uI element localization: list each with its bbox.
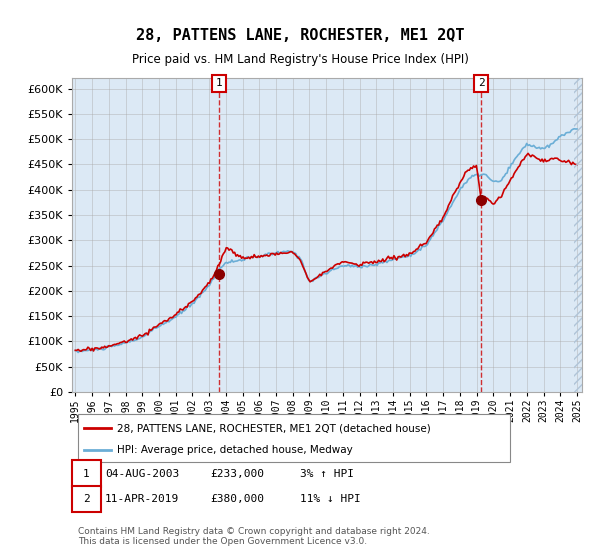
Text: 28, PATTENS LANE, ROCHESTER, ME1 2QT: 28, PATTENS LANE, ROCHESTER, ME1 2QT [136,28,464,43]
Text: £233,000: £233,000 [210,469,264,479]
Text: 1: 1 [83,469,90,479]
Text: 28, PATTENS LANE, ROCHESTER, ME1 2QT (detached house): 28, PATTENS LANE, ROCHESTER, ME1 2QT (de… [117,423,431,433]
Text: 04-AUG-2003: 04-AUG-2003 [105,469,179,479]
Text: 1: 1 [215,78,222,88]
Text: Contains HM Land Registry data © Crown copyright and database right 2024.
This d: Contains HM Land Registry data © Crown c… [78,526,430,546]
Text: 3% ↑ HPI: 3% ↑ HPI [300,469,354,479]
Text: 11-APR-2019: 11-APR-2019 [105,494,179,504]
Text: Price paid vs. HM Land Registry's House Price Index (HPI): Price paid vs. HM Land Registry's House … [131,53,469,66]
Text: 2: 2 [83,494,90,504]
Text: £380,000: £380,000 [210,494,264,504]
Bar [574,78,582,392]
Text: 2: 2 [478,78,485,88]
Text: HPI: Average price, detached house, Medway: HPI: Average price, detached house, Medw… [117,445,353,455]
Text: 11% ↓ HPI: 11% ↓ HPI [300,494,361,504]
